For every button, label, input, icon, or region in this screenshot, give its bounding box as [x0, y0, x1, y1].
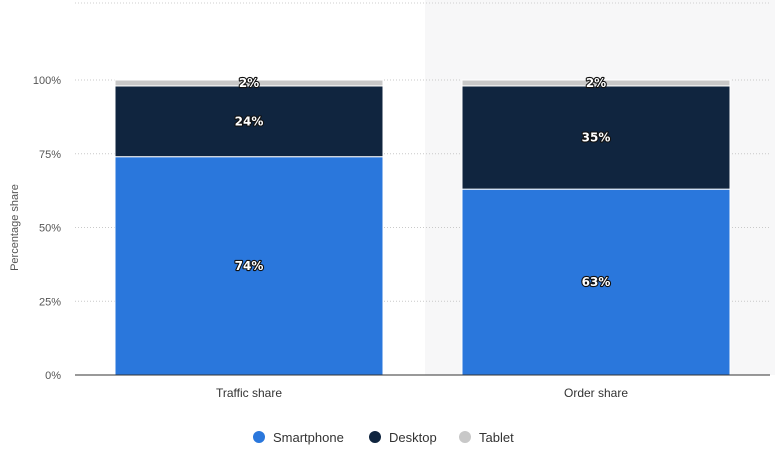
data-label: 35%: [582, 131, 611, 145]
data-label: 24%: [235, 114, 264, 128]
bar-desktop-1[interactable]: [114, 85, 384, 158]
data-label: 2%: [586, 76, 606, 90]
bar-smartphone-2[interactable]: [461, 188, 731, 376]
legend-item-smartphone[interactable]: Smartphone: [253, 430, 344, 445]
data-label: 2%: [239, 76, 259, 90]
legend-label: Smartphone: [273, 430, 344, 445]
bar-tablet-1[interactable]: [114, 79, 384, 87]
legend-marker: [253, 431, 265, 443]
axes: 0% 25% 50% 75% 100% Percentage share Traffic s…: [9, 75, 770, 400]
bars: [114, 79, 731, 376]
y-tick-label: 50%: [39, 223, 61, 235]
y-tick-label: 75%: [39, 149, 61, 161]
y-axis-title: Percentage share: [9, 184, 21, 271]
bar-tablet-2[interactable]: [461, 79, 731, 87]
legend-item-desktop[interactable]: Desktop: [369, 430, 437, 445]
x-tick-label: Traffic share: [216, 386, 282, 400]
legend-item-tablet[interactable]: Tablet: [459, 430, 514, 445]
x-tick-label: Order share: [564, 386, 628, 400]
data-label: 74%: [235, 259, 264, 273]
data-labels: 74% 24% 2% 63% 35% 2%: [234, 75, 612, 290]
bar-desktop-2[interactable]: [461, 85, 731, 190]
legend-label: Tablet: [479, 430, 514, 445]
legend-marker: [369, 431, 381, 443]
y-tick-label: 25%: [39, 296, 61, 308]
legend: Smartphone Desktop Tablet: [253, 430, 514, 445]
legend-marker: [459, 431, 471, 443]
bar-smartphone-1[interactable]: [114, 156, 384, 376]
y-tick-label: 0%: [45, 370, 61, 382]
legend-label: Desktop: [389, 430, 437, 445]
data-label: 63%: [582, 275, 611, 289]
y-tick-label: 100%: [33, 75, 61, 87]
